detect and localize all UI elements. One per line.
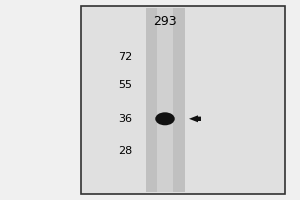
Text: 55: 55 [118, 80, 132, 90]
Bar [146, 8, 184, 192]
Bar [81, 6, 285, 194]
Text: 28: 28 [118, 146, 132, 156]
Text: 36: 36 [118, 114, 132, 124]
Ellipse shape [155, 112, 175, 125]
Text: 293: 293 [153, 15, 177, 28]
FancyArrow shape [189, 115, 201, 122]
Text: 72: 72 [118, 52, 132, 62]
Bar [157, 8, 173, 192]
